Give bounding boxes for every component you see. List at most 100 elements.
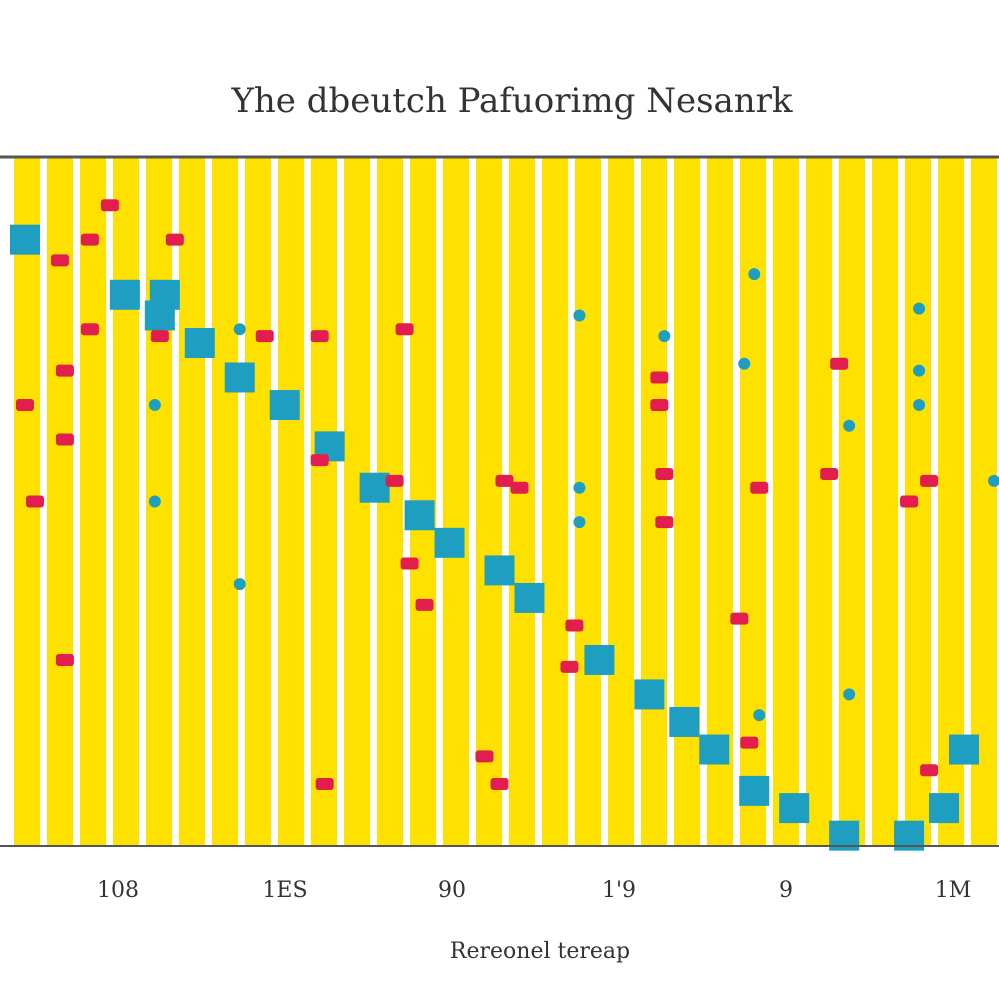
- x-tick-label-0: 108: [97, 878, 139, 903]
- point-square-14: [634, 679, 665, 710]
- point-mark-23: [490, 777, 509, 790]
- point-square-22: [949, 734, 980, 765]
- grid-stripe-24: [806, 157, 832, 846]
- point-mark-19: [55, 653, 74, 666]
- point-mark-3: [50, 254, 69, 267]
- grid-stripe-3: [113, 157, 139, 846]
- grid-stripe-16: [542, 157, 568, 846]
- point-mark-35: [900, 495, 919, 508]
- x-axis-label: Rereonel tereap: [450, 939, 630, 964]
- grid-stripe-25: [839, 157, 865, 846]
- grid-stripe-7: [245, 157, 271, 846]
- point-mark-18: [565, 619, 584, 632]
- point-square-12: [514, 582, 545, 613]
- grid-stripe-21: [707, 157, 733, 846]
- point-dot-7: [913, 399, 926, 412]
- point-dot-12: [233, 578, 246, 591]
- grid-stripe-15: [509, 157, 535, 846]
- point-dot-10: [573, 481, 586, 494]
- point-square-9: [404, 500, 435, 531]
- point-mark-20: [560, 660, 579, 673]
- grid-stripe-8: [278, 157, 304, 846]
- x-tick-label-4: 9: [779, 878, 793, 903]
- point-mark-10: [15, 399, 34, 412]
- grid-stripe-13: [443, 157, 469, 846]
- grid-stripe-19: [641, 157, 667, 846]
- point-dot-9: [148, 495, 161, 508]
- point-mark-33: [920, 764, 939, 777]
- grid-stripe-26: [872, 157, 898, 846]
- point-dot-3: [748, 268, 761, 281]
- point-mark-17: [415, 598, 434, 611]
- point-mark-24: [650, 399, 669, 412]
- point-square-13: [584, 644, 615, 675]
- grid-stripe-9: [311, 157, 337, 846]
- grid-stripe-28: [938, 157, 964, 846]
- point-mark-7: [310, 330, 329, 343]
- point-mark-15: [510, 481, 529, 494]
- x-tick-label-3: 1'9: [602, 878, 636, 903]
- point-dot-15: [753, 709, 766, 722]
- point-dot-14: [843, 419, 856, 432]
- x-tick-label-1: 1ES: [262, 878, 307, 903]
- chart-title: Yhe dbeutch Pafuorimg Nesanrk: [230, 81, 792, 121]
- point-dot-2: [658, 330, 671, 343]
- point-dot-1: [573, 309, 586, 322]
- plot-frame: [0, 155, 999, 847]
- point-dot-8: [148, 399, 161, 412]
- point-dot-6: [913, 364, 926, 377]
- point-dot-0: [233, 323, 246, 336]
- grid-stripe-5: [179, 157, 205, 846]
- point-mark-31: [820, 467, 839, 480]
- point-mark-27: [655, 516, 674, 529]
- point-square-21: [929, 793, 960, 824]
- grid-stripe-2: [80, 157, 106, 846]
- point-mark-8: [395, 323, 414, 336]
- point-mark-2: [165, 233, 184, 246]
- data-markers: [9, 199, 999, 851]
- point-mark-32: [830, 357, 849, 370]
- point-square-11: [484, 555, 515, 586]
- grid-stripe-29: [971, 157, 997, 846]
- plot-background: [14, 157, 997, 846]
- x-tick-label-5: 1M: [935, 878, 972, 903]
- point-mark-36: [310, 454, 329, 467]
- point-mark-29: [740, 736, 759, 749]
- x-tick-label-2: 90: [438, 878, 466, 903]
- point-mark-6: [255, 330, 274, 343]
- point-square-15: [669, 706, 700, 737]
- point-square-4: [184, 328, 215, 359]
- point-mark-25: [650, 371, 669, 384]
- grid-stripe-17: [575, 157, 601, 846]
- point-square-0: [9, 224, 40, 255]
- point-square-10: [434, 527, 465, 558]
- point-mark-4: [80, 323, 99, 336]
- grid-stripe-20: [674, 157, 700, 846]
- point-square-8: [359, 472, 390, 503]
- point-square-17: [739, 775, 770, 806]
- x-tick-labels: 108 1ES 90 1'9 9 1M: [97, 878, 971, 903]
- point-mark-16: [400, 557, 419, 570]
- point-mark-5: [150, 330, 169, 343]
- point-mark-14: [495, 474, 514, 487]
- point-square-5: [224, 362, 255, 393]
- point-mark-0: [100, 199, 119, 212]
- grid-stripe-6: [212, 157, 238, 846]
- point-mark-21: [475, 750, 494, 763]
- point-dot-13: [843, 688, 856, 701]
- point-square-3: [144, 300, 175, 331]
- point-mark-22: [315, 777, 334, 790]
- point-mark-28: [730, 612, 749, 625]
- point-mark-9: [55, 364, 74, 377]
- point-dot-5: [738, 357, 751, 370]
- point-mark-1: [80, 233, 99, 246]
- point-mark-13: [385, 474, 404, 487]
- point-mark-26: [655, 467, 674, 480]
- point-mark-30: [750, 481, 769, 494]
- point-mark-11: [55, 433, 74, 446]
- grid-stripe-23: [773, 157, 799, 846]
- point-dot-11: [573, 516, 586, 529]
- point-square-18: [779, 793, 810, 824]
- grid-stripe-1: [47, 157, 73, 846]
